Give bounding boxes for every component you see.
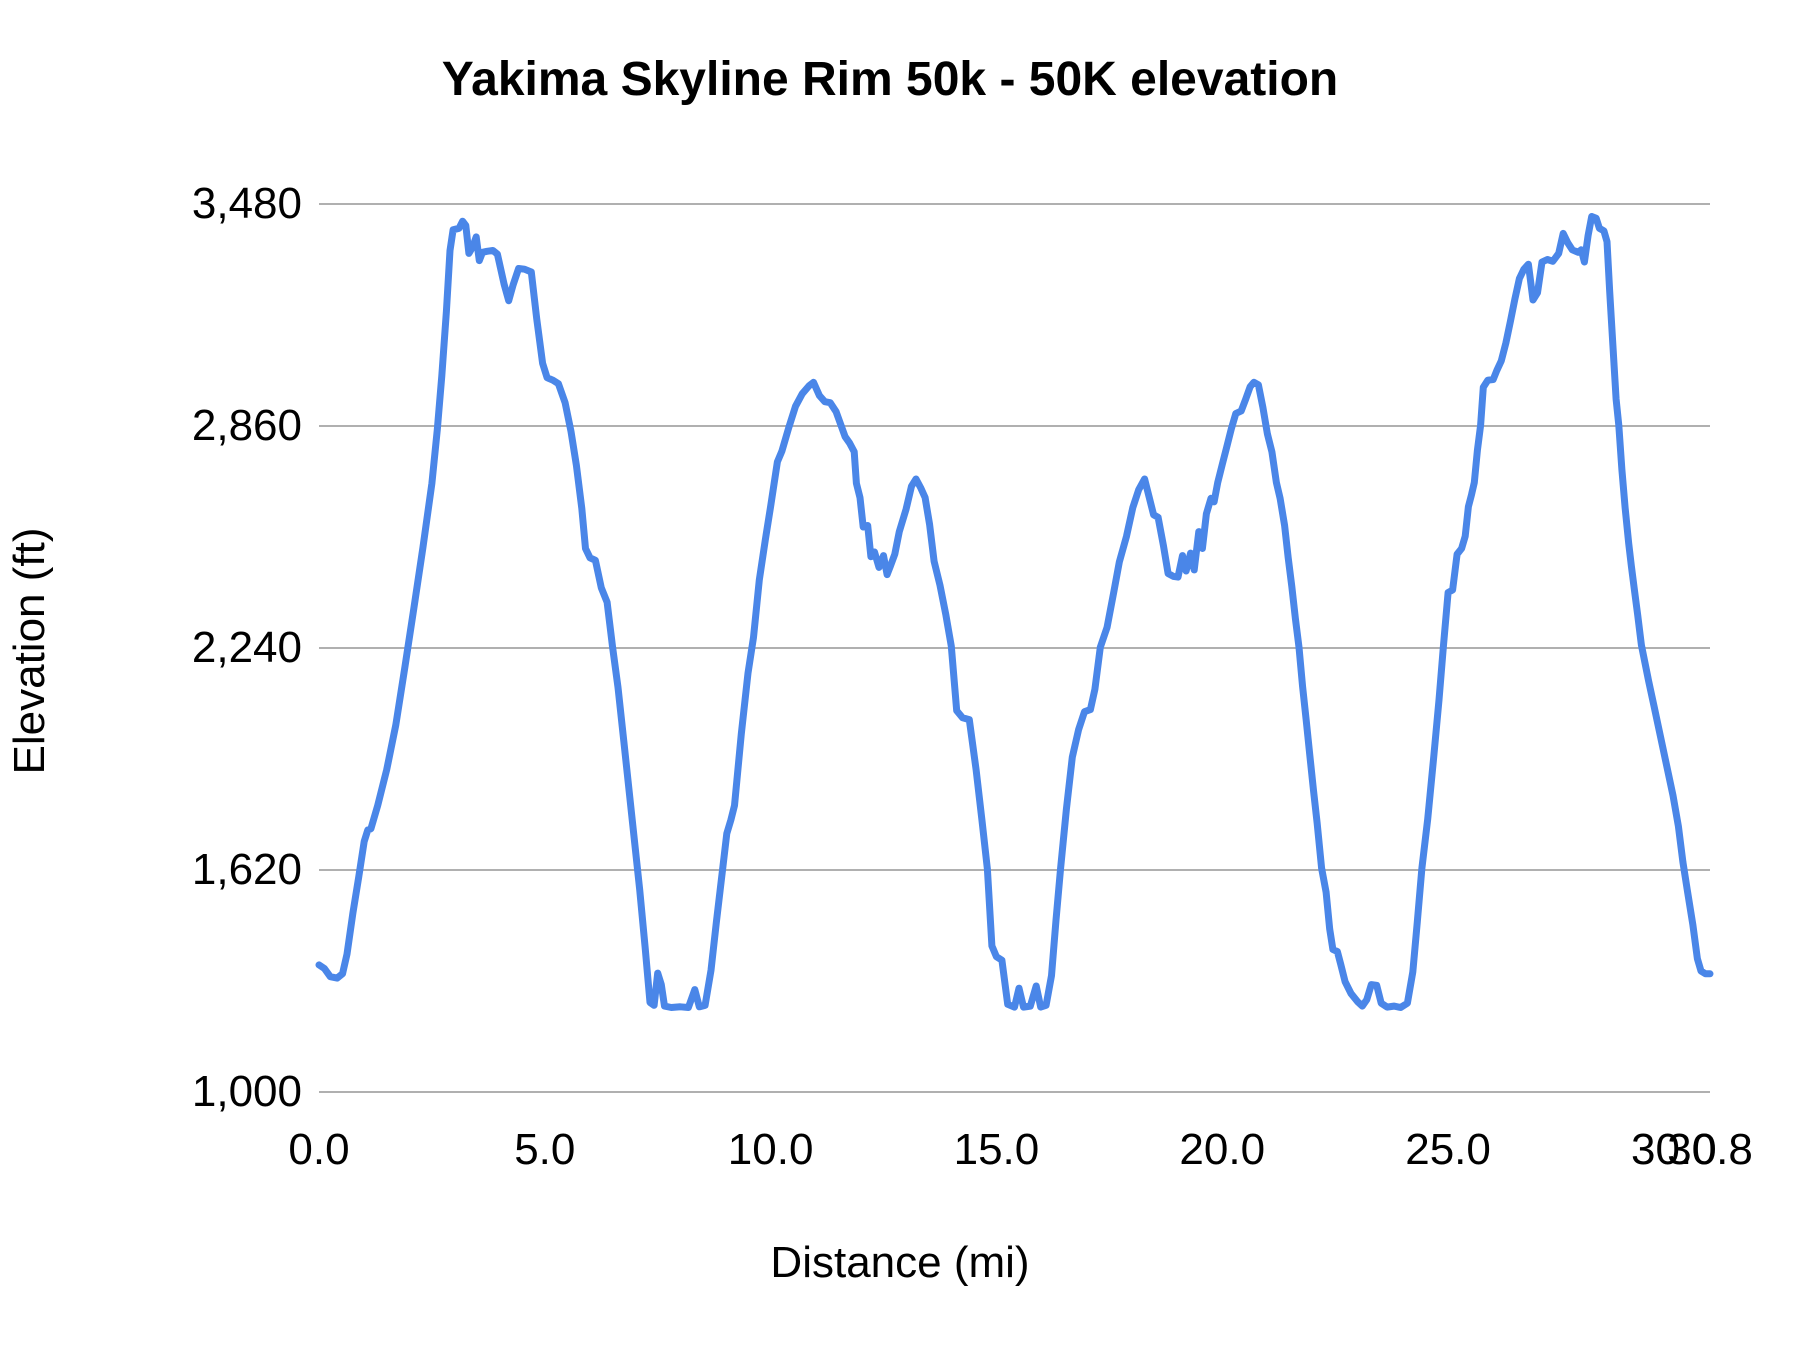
y-tick-label: 2,240: [191, 623, 302, 672]
x-tick-label: 30.8: [1667, 1125, 1753, 1174]
y-tick-label: 3,480: [191, 179, 302, 228]
y-tick-label: 1,000: [191, 1067, 302, 1116]
y-tick-label: 1,620: [191, 845, 302, 894]
x-tick-label: 15.0: [953, 1125, 1040, 1174]
x-tick-label: 30.0: [1631, 1125, 1717, 1174]
x-tick-label: 20.0: [1179, 1125, 1266, 1174]
x-tick-label: 25.0: [1405, 1125, 1491, 1174]
x-axis-title: Distance (mi): [770, 1238, 1030, 1287]
x-tick-label: 5.0: [514, 1125, 576, 1174]
x-tick-label: 0.0: [288, 1125, 350, 1174]
y-tick-label: 2,860: [191, 401, 302, 450]
elevation-line-series: [315, 213, 1714, 1011]
gridlines: [319, 203, 1710, 1093]
chart-title: Yakima Skyline Rim 50k - 50K elevation: [441, 53, 1339, 106]
x-tick-label: 10.0: [727, 1125, 814, 1174]
